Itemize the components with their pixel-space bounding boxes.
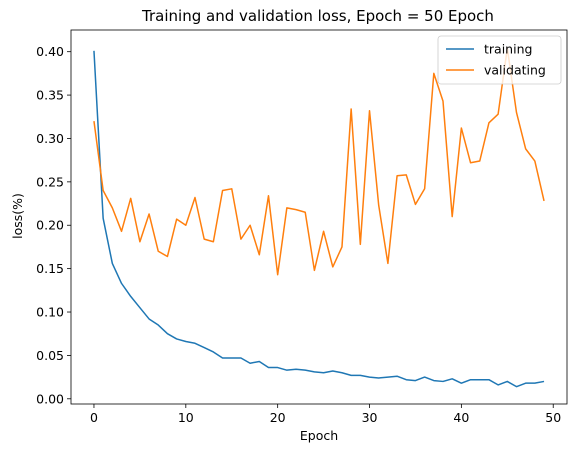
legend: training validating (437, 35, 562, 85)
x-tick-label: 50 (545, 410, 561, 425)
y-tick-label: 0.30 (36, 131, 64, 146)
y-tick-label: 0.20 (36, 218, 64, 233)
y-tick-label: 0.40 (36, 44, 64, 59)
legend-box (437, 35, 562, 85)
series-lines (93, 47, 545, 388)
x-tick-label: 0 (90, 410, 98, 425)
y-tick-label: 0.05 (36, 348, 64, 363)
series-line-training (93, 50, 545, 388)
y-tick-label: 0.25 (36, 174, 64, 189)
axis-ticks: 0 10 20 30 40 50 0.00 0.05 0.10 0.15 0.20 0.25 0.30 0… (36, 44, 561, 425)
y-axis-label: loss(%) (10, 193, 25, 239)
x-tick-label: 20 (270, 410, 286, 425)
series-line-validating (93, 47, 545, 276)
plot-frame (70, 29, 568, 405)
y-tick-label: 0.35 (36, 88, 64, 103)
y-tick-label: 0.10 (36, 305, 64, 320)
x-tick-label: 10 (178, 410, 194, 425)
x-tick-label: 30 (362, 410, 378, 425)
y-tick-label: 0.00 (36, 391, 64, 406)
legend-label-validating: validating (484, 63, 546, 78)
x-axis-label: Epoch (300, 428, 338, 443)
x-tick-label: 40 (453, 410, 469, 425)
legend-label-training: training (484, 42, 532, 57)
chart-title: Training and validation loss, Epoch = 50… (141, 7, 494, 25)
y-tick-label: 0.15 (36, 261, 64, 276)
